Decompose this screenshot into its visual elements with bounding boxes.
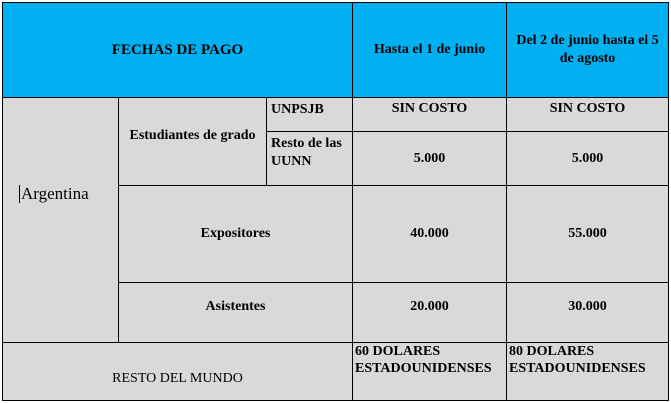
expositores-value-1: 40.000 bbox=[352, 185, 507, 283]
header-hasta-1-junio: Hasta el 1 de junio bbox=[352, 2, 507, 98]
resto-uunn-value-1: 5.000 bbox=[352, 131, 507, 186]
asistentes-label: Asistentes bbox=[118, 282, 353, 343]
unpsjb-value-1: SIN COSTO bbox=[352, 97, 507, 132]
argentina-label: Argentina bbox=[19, 184, 89, 203]
resto-del-mundo-label: RESTO DEL MUNDO bbox=[2, 342, 353, 401]
resto-del-mundo-value-1: 60 DOLARES ESTADOUNIDENSES bbox=[352, 342, 507, 401]
expositores-value-2: 55.000 bbox=[506, 185, 669, 283]
unpsjb-label: UNPSJB bbox=[266, 97, 353, 132]
students-label: Estudiantes de grado bbox=[118, 97, 267, 186]
resto-uunn-value-2: 5.000 bbox=[506, 131, 669, 186]
resto-del-mundo-value-2: 80 DOLARES ESTADOUNIDENSES bbox=[506, 342, 669, 401]
unpsjb-value-2: SIN COSTO bbox=[506, 97, 669, 132]
argentina-cell: Argentina bbox=[2, 97, 119, 343]
asistentes-value-1: 20.000 bbox=[352, 282, 507, 343]
resto-uunn-label: Resto de las UUNN bbox=[266, 131, 353, 186]
header-2-junio-5-agosto: Del 2 de junio hasta el 5 de agosto bbox=[506, 2, 669, 98]
expositores-label: Expositores bbox=[118, 185, 353, 283]
asistentes-value-2: 30.000 bbox=[506, 282, 669, 343]
header-fechas-de-pago: FECHAS DE PAGO bbox=[2, 2, 353, 98]
